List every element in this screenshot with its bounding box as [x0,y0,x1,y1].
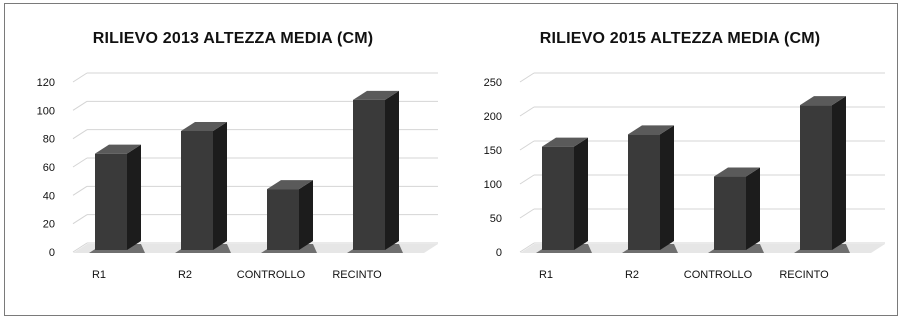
gridline-side [72,129,88,140]
bar [714,176,746,250]
y-tick-label: 0 [49,247,55,259]
gridline-side [519,208,535,219]
figure-frame: RILIEVO 2013 ALTEZZA MEDIA (CM) 0 20 40 60 8… [4,3,898,316]
gridline-side [519,242,535,253]
bar [542,146,574,250]
y-tick-label: 150 [484,145,502,157]
y-tick-label: 50 [490,213,502,225]
chart-title: RILIEVO 2015 ALTEZZA MEDIA (CM) [539,30,821,47]
chart-plot-2013: 0 20 40 60 80 100 120 R1 R2 CONTROLLO RECINTO [37,72,438,281]
bar [267,189,299,250]
bar [353,99,385,250]
x-tick-label: RECINTO [332,269,382,281]
bar [181,131,213,250]
bar [628,134,660,250]
bar-top [800,96,846,106]
bar [95,153,127,250]
y-tick-label: 250 [484,77,502,89]
bar-top [95,144,141,154]
bar-top [542,137,588,147]
y-tick-label: 40 [43,190,55,202]
chart-panel-2013: RILIEVO 2013 ALTEZZA MEDIA (CM) 0 20 40 60 8… [13,4,453,304]
y-tick-label: 60 [43,162,55,174]
bar-top [714,167,760,177]
gridline-side [519,72,535,83]
gridline-side [519,140,535,151]
x-tick-label: CONTROLLO [237,269,306,281]
gridline-side [519,174,535,185]
y-tick-label: 200 [484,111,502,123]
y-tick-label: 120 [37,77,55,89]
x-tick-label: R1 [92,269,106,281]
gridline-side [72,100,88,111]
gridline-side [519,106,535,117]
chart-floor [73,244,438,253]
y-tick-label: 80 [43,134,55,146]
y-tick-label: 0 [496,247,502,259]
gridline-side [72,72,88,83]
gridline-side [72,214,88,225]
bar-side [746,167,760,250]
bar-side [574,137,588,250]
y-tick-label: 20 [43,219,55,231]
x-tick-label: RECINTO [779,269,829,281]
bar [800,105,832,250]
chart-plot-2015: 0 50 100 150 200 250 R1 R2 CONTROLLO RECINTO [484,72,885,281]
bar-side [660,125,674,250]
bar-top [181,122,227,131]
gridline-side [72,242,88,253]
bar-side [127,144,141,250]
bar-top [353,90,399,100]
gridline-side [72,185,88,196]
bar-side [299,180,313,250]
bar-top [267,180,313,190]
bar-side [832,96,846,250]
bar-side [213,122,227,250]
y-tick-label: 100 [37,105,55,117]
chart-title: RILIEVO 2013 ALTEZZA MEDIA (CM) [92,30,374,47]
chart-panel-2015: RILIEVO 2015 ALTEZZA MEDIA (CM) 0 50 100 15… [460,4,900,304]
x-tick-label: R2 [625,269,639,281]
bar-top [628,125,674,135]
x-tick-label: CONTROLLO [684,269,753,281]
x-tick-label: R2 [178,269,192,281]
chart-floor [520,244,885,253]
bar-side [385,90,399,250]
x-tick-label: R1 [539,269,553,281]
y-tick-label: 100 [484,179,502,191]
gridline-side [72,157,88,168]
